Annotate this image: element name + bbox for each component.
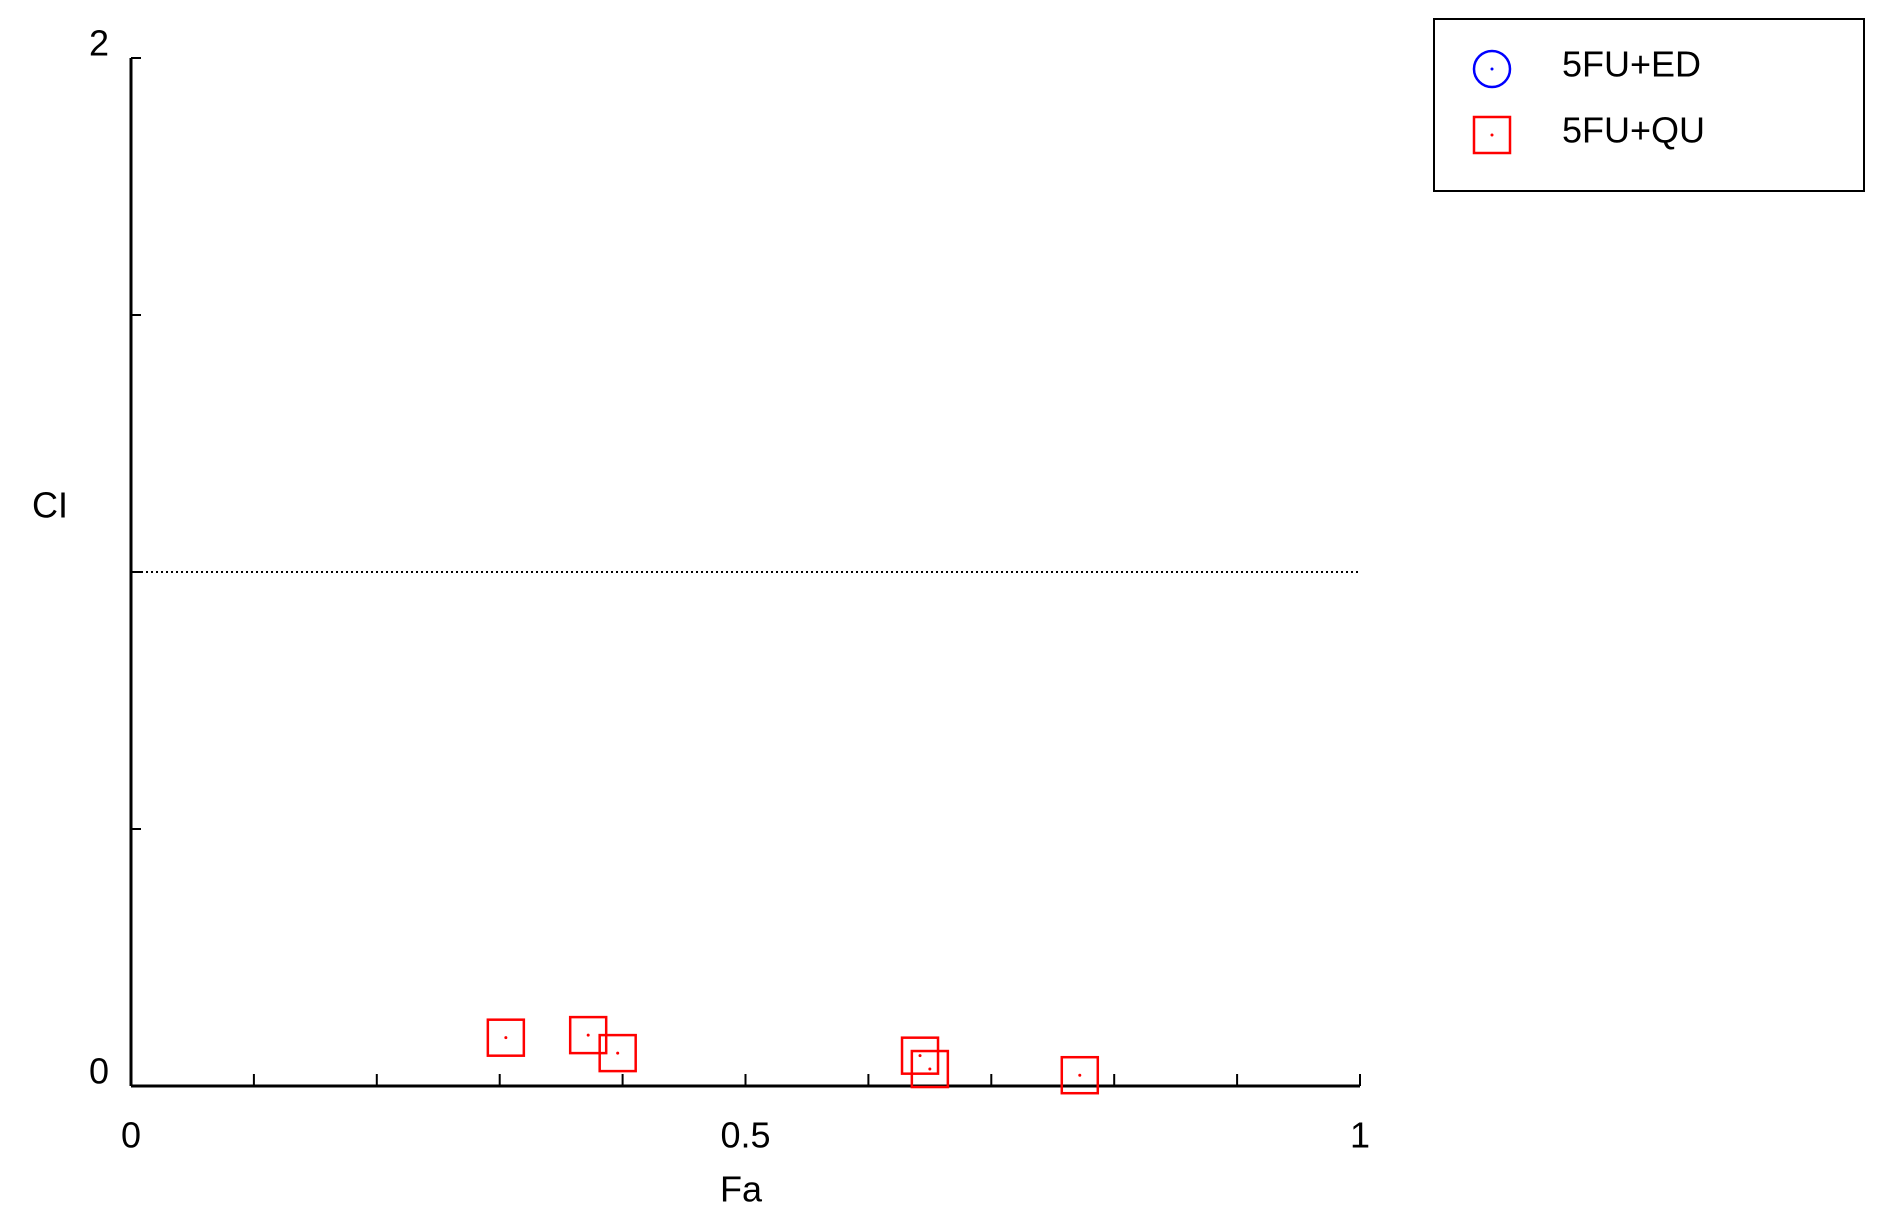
x-tick-label: 0.5 bbox=[720, 1115, 770, 1156]
legend-marker-dot bbox=[1490, 133, 1494, 137]
x-tick-label: 0 bbox=[121, 1115, 141, 1156]
point-dot bbox=[586, 1033, 590, 1037]
point bbox=[1060, 1055, 1100, 1095]
point bbox=[598, 1033, 637, 1073]
x-axis-label: Fa bbox=[720, 1169, 763, 1210]
point bbox=[900, 1036, 940, 1075]
legend-label: 5FU+QU bbox=[1562, 110, 1705, 151]
legend-label: 5FU+ED bbox=[1562, 44, 1701, 85]
point-dot bbox=[928, 1067, 932, 1071]
point-dot bbox=[918, 1054, 922, 1058]
y-axis-label: CI bbox=[32, 485, 68, 526]
y-tick-label: 2 bbox=[89, 23, 109, 64]
point bbox=[486, 1018, 526, 1057]
legend-marker bbox=[1472, 49, 1512, 89]
legend-marker bbox=[1472, 115, 1512, 155]
legend-marker-dot bbox=[1490, 67, 1494, 71]
point-dot bbox=[1078, 1073, 1082, 1077]
point-dot bbox=[504, 1036, 508, 1040]
legend-box bbox=[1433, 18, 1865, 192]
x-tick-label: 1 bbox=[1350, 1115, 1370, 1156]
point-dot bbox=[616, 1051, 620, 1055]
point bbox=[910, 1049, 950, 1089]
y-tick-label: 0 bbox=[89, 1051, 109, 1092]
